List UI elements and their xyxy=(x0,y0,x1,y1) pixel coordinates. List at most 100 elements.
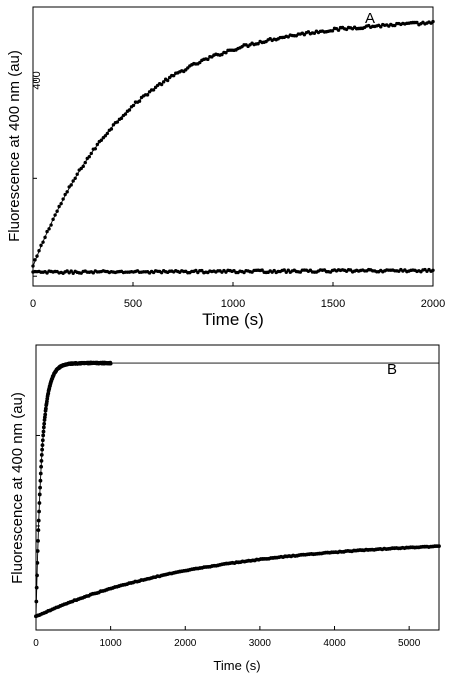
data-point xyxy=(35,254,39,258)
data-point xyxy=(137,99,142,103)
data-point xyxy=(103,134,108,138)
x-tick-label: 1000 xyxy=(100,638,123,649)
data-point xyxy=(108,361,113,366)
data-point xyxy=(87,155,91,159)
data-point xyxy=(43,406,48,411)
data-point xyxy=(38,478,43,483)
data-point xyxy=(379,25,383,29)
data-point xyxy=(159,82,164,87)
data-point xyxy=(41,425,46,430)
y-tick-label: 400 xyxy=(31,71,43,89)
data-point xyxy=(69,183,73,187)
x-axis-title-b: Time (s) xyxy=(213,658,260,673)
data-point xyxy=(59,201,63,206)
data-point xyxy=(35,549,40,553)
series-b xyxy=(34,360,441,619)
fit-line xyxy=(35,545,440,617)
data-point xyxy=(220,52,224,57)
data-point xyxy=(330,29,335,33)
data-point xyxy=(73,176,77,180)
data-point xyxy=(37,492,42,497)
data-point xyxy=(99,138,104,142)
x-tick-label: 4000 xyxy=(323,638,346,649)
x-tick-label: 500 xyxy=(124,298,142,310)
data-point xyxy=(89,151,93,156)
data-point xyxy=(41,240,45,244)
data-point xyxy=(282,268,286,272)
x-ticks-a: 0 500 1000 1500 2000 xyxy=(30,282,445,310)
data-point xyxy=(34,585,39,590)
data-point xyxy=(38,471,43,476)
data-point xyxy=(119,116,124,121)
data-point xyxy=(165,78,170,83)
data-point xyxy=(200,268,204,273)
x-tick-label: 1000 xyxy=(221,298,245,310)
data-point xyxy=(198,60,202,65)
data-point xyxy=(123,112,128,116)
data-point xyxy=(145,93,150,97)
data-point xyxy=(38,485,42,490)
data-point xyxy=(93,147,98,151)
data-point xyxy=(431,19,435,24)
data-point xyxy=(39,453,44,457)
data-point xyxy=(42,421,47,426)
y-ticks-a: 400 xyxy=(31,71,43,277)
panel-a: 0 500 1000 1500 2000 400 A Time (s) Fluoresc… xyxy=(6,6,445,329)
data-point xyxy=(41,433,46,438)
data-point xyxy=(39,243,43,248)
data-point xyxy=(415,20,419,25)
data-point xyxy=(40,447,45,452)
x-ticks-b: 0 1000 2000 3000 4000 5000 xyxy=(33,626,421,649)
data-point xyxy=(61,197,65,201)
data-point xyxy=(79,166,83,171)
data-point xyxy=(109,127,114,131)
x-tick-label: 2000 xyxy=(421,298,445,310)
data-point xyxy=(43,412,48,417)
data-point xyxy=(39,464,44,469)
data-point xyxy=(336,28,341,32)
data-point xyxy=(40,438,45,443)
plot-frame-b xyxy=(35,344,440,631)
data-point xyxy=(37,509,41,514)
data-point xyxy=(260,268,264,272)
data-point xyxy=(34,599,39,604)
data-point xyxy=(42,418,47,422)
panel-label-a: A xyxy=(365,10,375,27)
x-axis-title-a: Time (s) xyxy=(202,310,264,329)
data-point xyxy=(45,229,49,234)
data-point xyxy=(95,142,100,147)
data-point xyxy=(127,108,132,112)
data-point xyxy=(75,172,79,176)
x-tick-label: 0 xyxy=(30,298,36,310)
x-tick-label: 0 xyxy=(33,638,39,649)
y-axis-title-b: Fluorescence at 400 nm (au) xyxy=(9,392,26,584)
data-point xyxy=(43,235,47,240)
data-point xyxy=(49,223,53,227)
data-point xyxy=(115,120,120,124)
data-point xyxy=(172,73,176,78)
data-point xyxy=(437,544,441,549)
data-point xyxy=(71,179,75,183)
data-point xyxy=(161,80,166,84)
data-point xyxy=(37,501,42,505)
data-point xyxy=(31,264,35,268)
data-point xyxy=(40,443,45,448)
data-point xyxy=(224,51,228,55)
data-point xyxy=(131,103,136,108)
data-point xyxy=(81,164,85,169)
data-point xyxy=(35,560,40,565)
data-point xyxy=(63,192,67,197)
data-point xyxy=(51,217,55,222)
panel-label-b: B xyxy=(387,361,397,378)
x-tick-label: 5000 xyxy=(398,638,421,649)
data-point xyxy=(65,190,69,194)
fit-line xyxy=(32,22,434,267)
data-point xyxy=(47,227,51,231)
data-point xyxy=(57,204,61,209)
data-point xyxy=(105,131,110,136)
data-point xyxy=(69,269,73,273)
data-point xyxy=(33,258,37,262)
data-point xyxy=(55,209,59,213)
data-point xyxy=(53,213,57,217)
